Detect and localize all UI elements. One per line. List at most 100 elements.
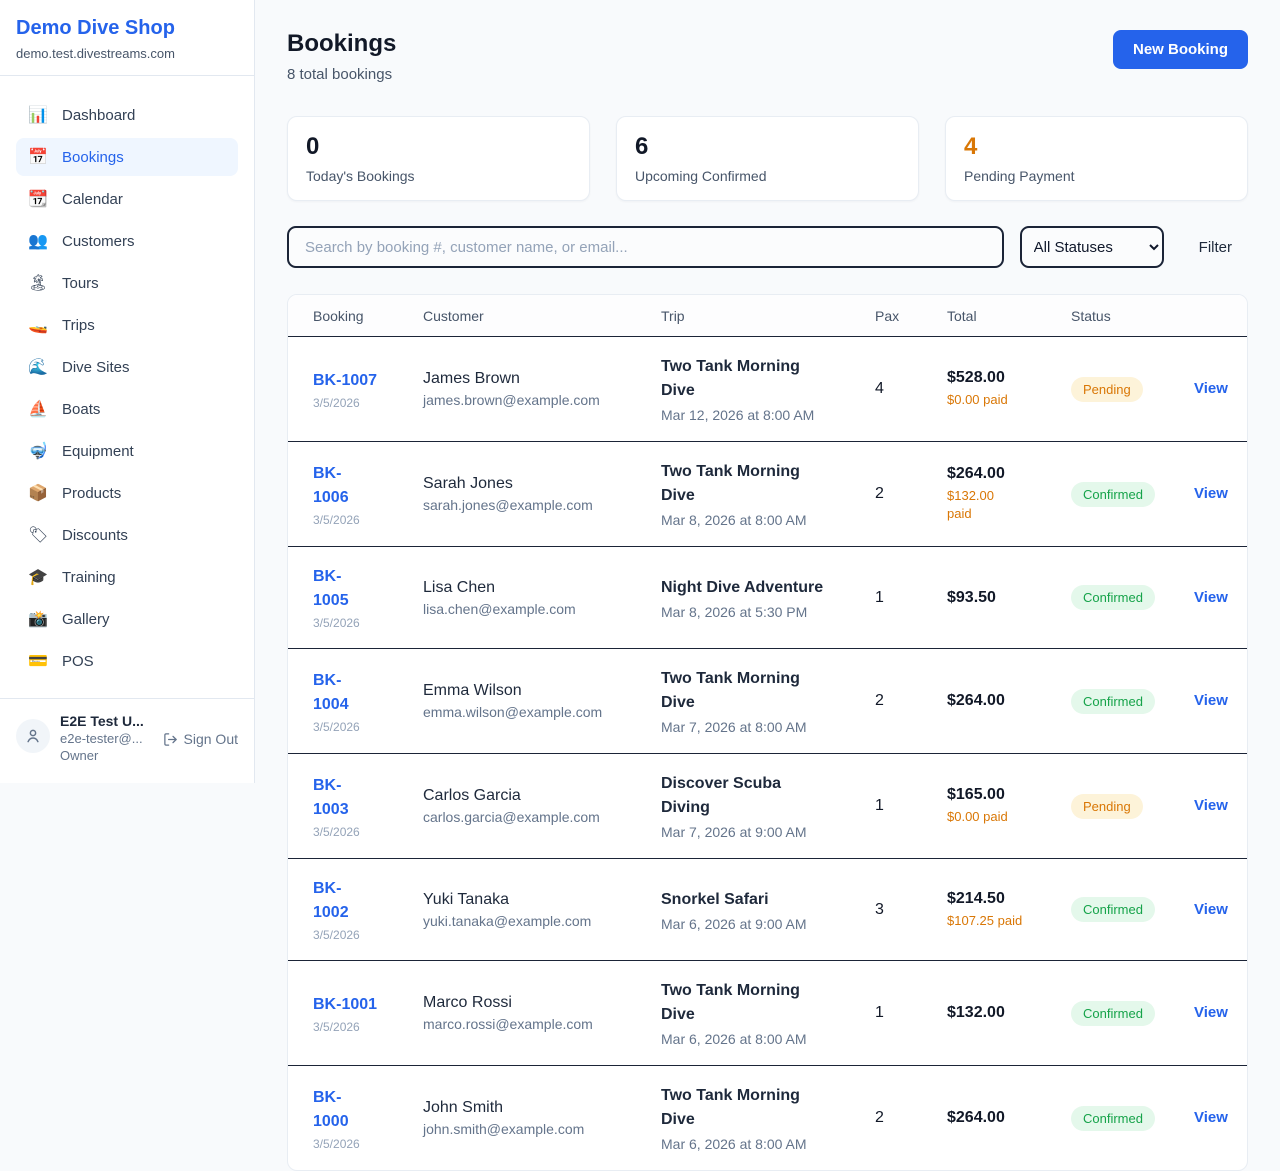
calendar-icon: 📆 [28, 191, 48, 208]
stat-label: Pending Payment [964, 168, 1075, 184]
user-role: Owner [60, 748, 99, 763]
brand-name: Demo Dive Shop [16, 17, 175, 39]
pax-count: 3 [875, 900, 884, 918]
booking-id-link[interactable]: BK- 1005 [313, 568, 349, 609]
products-icon: 📦 [28, 485, 48, 502]
total-amount: $264.00 [947, 692, 1005, 709]
table-row: BK-1007 3/5/2026 James Brown james.brown… [288, 336, 1247, 442]
total-amount: $132.00 [947, 1004, 1005, 1021]
sidebar-item-label: Bookings [62, 148, 124, 166]
booking-date: 3/5/2026 [313, 824, 360, 839]
sidebar-item-dive-sites[interactable]: 🌊 Dive Sites [16, 348, 238, 386]
sidebar-item-equipment[interactable]: 🤿 Equipment [16, 432, 238, 470]
bookings-icon: 📅 [28, 149, 48, 166]
paid-amount: $107.25 paid [947, 912, 1023, 928]
sidebar-item-training[interactable]: 🎓 Training [16, 558, 238, 596]
boats-icon: ⛵ [28, 401, 48, 418]
page-subtitle: 8 total bookings [287, 66, 393, 83]
trip-datetime: Mar 7, 2026 at 9:00 AM [661, 824, 807, 840]
customer-name: Emma Wilson [423, 682, 522, 699]
table-row: BK-1001 3/5/2026 Marco Rossi marco.rossi… [288, 960, 1247, 1066]
search-input[interactable] [287, 226, 1004, 268]
sidebar-item-bookings[interactable]: 📅 Bookings [16, 138, 238, 176]
sidebar-item-calendar[interactable]: 📆 Calendar [16, 180, 238, 218]
stat-value: 4 [964, 133, 978, 160]
view-link[interactable]: View [1194, 1109, 1228, 1126]
sidebar-item-boats[interactable]: ⛵ Boats [16, 390, 238, 428]
trip-name: Two Tank Morning Dive [661, 358, 800, 399]
trip-name: Discover Scuba Diving [661, 775, 782, 816]
booking-id-link[interactable]: BK- 1000 [313, 1088, 349, 1130]
trip-name: Two Tank Morning Dive [661, 670, 800, 711]
customer-email: sarah.jones@example.com [423, 497, 593, 513]
stat-label: Today's Bookings [306, 168, 415, 184]
stat-label: Upcoming Confirmed [635, 168, 767, 184]
customer-name: John Smith [423, 1099, 504, 1116]
sidebar-item-label: Discounts [62, 526, 128, 544]
customer-name: Sarah Jones [423, 475, 513, 492]
view-link[interactable]: View [1194, 692, 1228, 709]
trip-name: Two Tank Morning Dive [661, 982, 800, 1023]
status-badge: Confirmed [1071, 585, 1155, 610]
trip-name: Two Tank Morning Dive [661, 1087, 800, 1128]
view-link[interactable]: View [1194, 588, 1228, 606]
trip-datetime: Mar 12, 2026 at 8:00 AM [661, 407, 815, 423]
trip-name: Snorkel Safari [661, 890, 769, 908]
view-link[interactable]: View [1194, 797, 1228, 814]
pax-count: 4 [875, 380, 884, 397]
page-header: Bookings 8 total bookings New Booking [287, 30, 1248, 83]
filter-button[interactable]: Filter [1198, 238, 1232, 256]
booking-id-link[interactable]: BK- 1004 [313, 671, 349, 713]
sidebar-item-trips[interactable]: 🚤 Trips [16, 306, 238, 344]
sidebar-nav: 📊 Dashboard 📅 Bookings 📆 Calendar 👥 Cust… [0, 76, 254, 698]
sidebar-item-gallery[interactable]: 📸 Gallery [16, 600, 238, 638]
pax-count: 1 [875, 797, 884, 814]
pax-count: 1 [875, 1004, 884, 1021]
booking-id-link[interactable]: BK- 1002 [313, 880, 349, 921]
sidebar-item-dashboard[interactable]: 📊 Dashboard [16, 96, 238, 134]
view-link[interactable]: View [1194, 1004, 1228, 1021]
sidebar-item-tours[interactable]: 🏝 Tours [16, 264, 238, 302]
user-section: E2E Test U... e2e-tester@... Owner Sign … [0, 698, 254, 783]
status-filter-select[interactable]: All Statuses [1019, 226, 1164, 268]
paid-amount: $0.00 paid [947, 392, 1008, 407]
pax-count: 1 [875, 588, 884, 606]
total-amount: $264.00 [947, 465, 1005, 482]
booking-date: 3/5/2026 [313, 395, 360, 410]
new-booking-button[interactable]: New Booking [1112, 30, 1248, 69]
view-link[interactable]: View [1194, 380, 1228, 397]
sidebar-item-label: Customers [62, 232, 135, 250]
filter-row: All Statuses Filter [287, 226, 1248, 268]
view-link[interactable]: View [1194, 485, 1228, 502]
customer-email: john.smith@example.com [423, 1121, 585, 1137]
user-email: e2e-tester@... [60, 731, 143, 746]
booking-id-link[interactable]: BK- 1003 [313, 776, 349, 818]
main-content: Bookings 8 total bookings New Booking 0 … [255, 0, 1280, 1171]
pos-icon: 💳 [28, 653, 48, 670]
trip-datetime: Mar 6, 2026 at 8:00 AM [661, 1031, 807, 1047]
sidebar-item-discounts[interactable]: 🏷 Discounts [16, 516, 238, 554]
customer-email: james.brown@example.com [423, 392, 600, 408]
paid-amount: $132.00 paid [947, 488, 994, 521]
stat-card-todays-bookings: 0 Today's Bookings [287, 116, 590, 201]
sidebar: Demo Dive Shop demo.test.divestreams.com… [0, 0, 255, 783]
sidebar-item-pos[interactable]: 💳 POS [16, 642, 238, 680]
sidebar-item-products[interactable]: 📦 Products [16, 474, 238, 512]
discounts-icon: 🏷 [28, 527, 49, 544]
trip-datetime: Mar 7, 2026 at 8:00 AM [661, 719, 807, 735]
total-amount: $528.00 [947, 369, 1005, 386]
view-link[interactable]: View [1194, 900, 1228, 918]
booking-id-link[interactable]: BK-1007 [313, 371, 378, 389]
total-amount: $93.50 [947, 588, 996, 606]
avatar [16, 719, 50, 753]
pax-count: 2 [875, 485, 884, 502]
tours-icon: 🏝 [28, 275, 49, 292]
sidebar-item-customers[interactable]: 👥 Customers [16, 222, 238, 260]
status-badge: Confirmed [1071, 1105, 1155, 1131]
person-icon [27, 729, 39, 743]
column-header-customer: Customer [423, 295, 661, 337]
booking-id-link[interactable]: BK-1001 [313, 995, 378, 1013]
booking-id-link[interactable]: BK- 1006 [313, 464, 349, 506]
user-info: E2E Test U... e2e-tester@... Owner [60, 713, 144, 763]
sign-out-button[interactable]: Sign Out [163, 731, 238, 747]
